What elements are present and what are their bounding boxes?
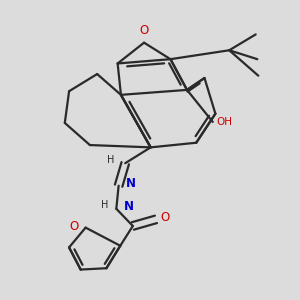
Text: N: N [124,200,134,213]
Text: O: O [140,24,149,37]
Text: H: H [107,155,115,165]
Text: OH: OH [216,117,232,127]
Text: O: O [160,212,170,224]
Text: H: H [100,200,108,210]
Text: O: O [69,220,78,232]
Text: N: N [126,177,136,190]
